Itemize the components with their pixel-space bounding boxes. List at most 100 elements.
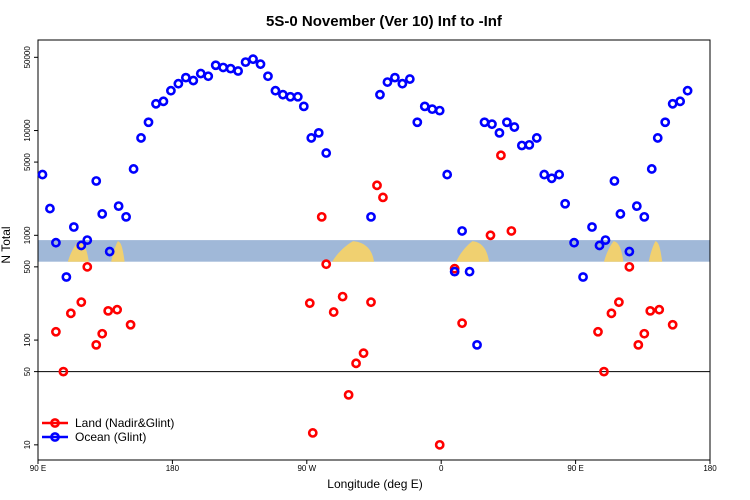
ocean-point	[464, 266, 475, 277]
land-point	[654, 304, 665, 315]
ocean-point	[594, 240, 605, 251]
water-band	[38, 240, 710, 262]
ocean-point	[397, 78, 408, 89]
land-point	[358, 348, 369, 359]
ocean-point	[427, 104, 438, 115]
y-tick-label: 50000	[23, 46, 32, 69]
land-point	[372, 180, 382, 191]
ocean-point	[248, 54, 258, 65]
land-point	[378, 192, 388, 203]
ocean-point	[560, 198, 571, 209]
land-point	[58, 366, 69, 377]
ocean-point	[434, 105, 445, 116]
y-tick-label: 10000	[23, 119, 32, 142]
ocean-point	[639, 211, 650, 222]
land-point	[496, 150, 506, 161]
ocean-point	[128, 164, 139, 174]
land-point	[599, 366, 609, 377]
ocean-point	[412, 117, 423, 128]
y-tick-label: 1000	[23, 226, 32, 244]
ocean-point	[195, 68, 206, 79]
ocean-point	[366, 211, 376, 222]
ocean-point	[37, 169, 48, 180]
ocean-point	[61, 272, 72, 282]
ocean-point	[660, 117, 671, 128]
ocean-point	[587, 222, 597, 232]
ocean-point	[203, 71, 214, 82]
land-band-segment	[332, 241, 374, 262]
ocean-point	[652, 133, 663, 143]
land-point	[624, 261, 635, 272]
y-tick-label: 100	[23, 333, 32, 347]
ocean-point	[45, 203, 55, 214]
ocean-point	[546, 173, 557, 184]
ocean-point	[218, 62, 229, 73]
x-axis-label: Longitude (deg E)	[327, 477, 422, 491]
ocean-point	[68, 222, 79, 232]
ocean-point	[375, 89, 385, 100]
x-tick-label: 90 E	[567, 464, 583, 473]
ocean-point	[97, 209, 108, 219]
land-point	[366, 297, 376, 308]
chart-title: 5S-0 November (Ver 10) Inf to -Inf	[266, 13, 503, 30]
land-point	[434, 439, 445, 450]
land-point	[606, 308, 617, 319]
ocean-point	[51, 237, 61, 248]
ocean-point	[313, 127, 324, 138]
ocean-point	[166, 85, 176, 96]
ocean-point	[104, 246, 115, 257]
x-tick-label: 180	[703, 464, 717, 473]
land-point	[307, 428, 318, 438]
land-point	[321, 259, 332, 270]
land-point	[103, 305, 114, 316]
ocean-point	[91, 176, 102, 186]
ocean-point	[479, 117, 490, 128]
land-band-segment	[648, 241, 663, 262]
ocean-point	[615, 209, 626, 219]
y-axis-label: N Total	[0, 226, 13, 263]
land-point	[614, 297, 624, 308]
land-point	[91, 339, 102, 350]
land-point	[51, 326, 61, 337]
ocean-point	[404, 74, 415, 84]
legend-ocean-label: Ocean (Glint)	[75, 430, 146, 444]
ocean-point	[158, 96, 169, 107]
ocean-point	[292, 91, 303, 102]
land-point	[351, 358, 361, 369]
ocean-point	[531, 133, 542, 143]
y-tick-label: 5000	[23, 153, 32, 171]
ocean-point	[578, 272, 588, 282]
data-points	[37, 54, 693, 450]
ocean-point	[225, 63, 236, 74]
land-band-segment	[603, 241, 624, 262]
legend-land-label: Land (Nadir&Glint)	[75, 416, 174, 430]
land-point	[125, 319, 136, 330]
ocean-point	[240, 57, 251, 68]
land-point	[337, 291, 348, 302]
land-point	[76, 297, 87, 308]
land-point	[316, 211, 327, 222]
ocean-point	[457, 226, 468, 236]
ocean-point	[143, 117, 154, 128]
land-band-segment	[111, 241, 125, 262]
ocean-point	[667, 98, 678, 109]
ocean-point	[554, 169, 565, 180]
land-point	[112, 304, 123, 315]
ocean-point	[113, 201, 124, 212]
ocean-point	[278, 89, 288, 100]
ocean-point	[180, 72, 191, 83]
ocean-point	[539, 169, 550, 180]
ocean-point	[76, 240, 87, 251]
land-point	[485, 230, 496, 241]
legend: Land (Nadir&Glint) Ocean (Glint)	[42, 416, 174, 444]
land-point	[506, 226, 517, 236]
ocean-point	[285, 91, 296, 102]
land-point	[593, 326, 603, 337]
land-point	[633, 339, 644, 350]
ocean-point	[82, 235, 93, 246]
land-point	[82, 261, 93, 272]
surface-band	[38, 240, 710, 262]
ocean-point	[631, 201, 642, 212]
ocean-point	[449, 266, 460, 277]
